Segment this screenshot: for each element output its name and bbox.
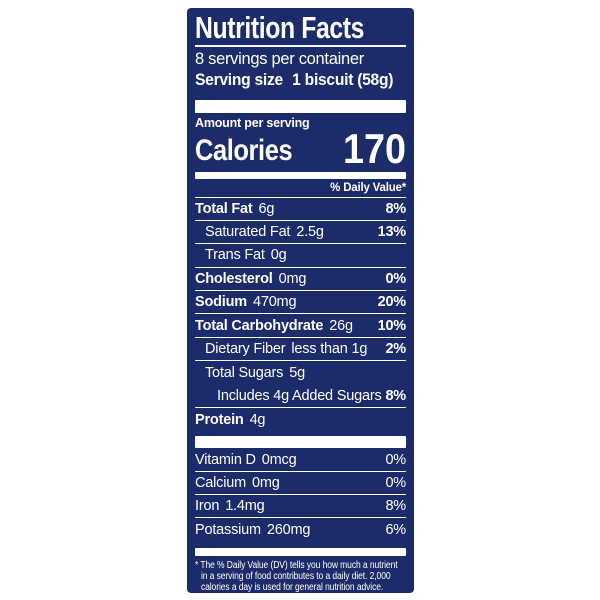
vitamin-amount: 1.4mg [225, 498, 265, 515]
nutrition-facts-panel: Nutrition Facts 8 servings per container… [187, 8, 414, 593]
nutrient-percent: 8% [385, 387, 406, 404]
vitamin-percent: 0% [385, 474, 406, 491]
vitamin-amount: 0mcg [261, 451, 297, 468]
nutrient-name: Cholesterol [195, 270, 273, 287]
nutrient-name: Protein [195, 411, 244, 428]
nutrient-row-total-carbohydrate: Total Carbohydrate 26g 10% [195, 314, 407, 338]
thick-divider-footnote [195, 547, 406, 556]
footnote-line: * The % Daily Value (DV) tells you how m… [195, 559, 398, 571]
nutrient-row-saturated-fat: Saturated Fat 2.5g 13% [195, 221, 407, 245]
footnote-line: calories a day is used for general nutri… [200, 582, 384, 594]
servings-per-container: 8 servings per container [195, 49, 364, 68]
nutrient-name: Total Carbohydrate [195, 317, 324, 334]
amount-per-serving-label: Amount per serving [195, 115, 310, 130]
daily-value-header: % Daily Value* [195, 179, 406, 198]
nutrient-amount: 26g [329, 317, 353, 334]
footnote: * The % Daily Value (DV) tells you how m… [195, 560, 407, 594]
nutrient-amount: 4g [249, 411, 266, 428]
nutrient-name: Trans Fat [205, 247, 265, 264]
nutrient-row-trans-fat: Trans Fat 0g [195, 244, 406, 268]
vitamin-row-potassium: Potassium 260mg 6% [195, 518, 406, 541]
nutrient-percent: 8% [385, 200, 406, 217]
nutrient-row-protein: Protein 4g [195, 408, 406, 431]
footnote-line: in a serving of food contributes to a da… [200, 571, 391, 582]
nutrient-name: Total Fat [195, 200, 253, 217]
nutrient-percent: 10% [377, 317, 407, 334]
nutrient-name: Saturated Fat [205, 224, 291, 241]
nutrient-name: Total Sugars [205, 364, 284, 381]
nutrient-percent: 0% [385, 270, 406, 287]
nutrition-facts-title: Nutrition Facts [195, 10, 364, 45]
nutrient-row-added-sugars: Includes 4g Added Sugars 8% [195, 385, 406, 409]
nutrient-name: Sodium [195, 294, 247, 311]
vitamin-percent: 8% [385, 498, 406, 515]
vitamin-name: Iron [195, 498, 220, 515]
nutrient-row-sodium: Sodium 470mg 20% [195, 291, 407, 315]
vitamin-row-iron: Iron 1.4mg 8% [195, 495, 406, 519]
vitamin-name: Vitamin D [195, 451, 256, 468]
vitamin-amount: 0mg [251, 474, 280, 491]
nutrient-row-dietary-fiber: Dietary Fiber less than 1g 2% [195, 338, 406, 362]
calories-label: Calories [195, 133, 293, 167]
nutrient-percent: 2% [385, 341, 406, 358]
serving-size-label: Serving size [195, 69, 283, 89]
calories-row: Calories 170 [195, 124, 406, 172]
nutrient-amount: less than 1g [291, 341, 368, 358]
nutrient-amount: 0mg [278, 270, 307, 287]
serving-size-value: 1 biscuit (58g) [292, 69, 394, 89]
nutrient-amount: 5g [289, 364, 305, 381]
nutrient-row-cholesterol: Cholesterol 0mg 0% [195, 268, 406, 292]
vitamin-row-calcium: Calcium 0mg 0% [195, 472, 406, 495]
thick-divider-top [195, 99, 406, 113]
nutrient-amount: 2.5g [296, 224, 324, 241]
serving-size-row: Serving size 1 biscuit (58g) [195, 70, 407, 89]
nutrient-percent: 20% [377, 294, 407, 311]
calories-value: 170 [342, 124, 406, 172]
thick-divider-calories [195, 171, 406, 179]
vitamin-name: Calcium [195, 474, 246, 491]
nutrient-name: Includes 4g Added Sugars [217, 387, 382, 404]
nutrient-row-total-sugars: Total Sugars 5g [195, 361, 406, 384]
nutrient-amount: 470mg [252, 294, 297, 311]
nutrient-amount: 6g [258, 200, 275, 217]
vitamin-amount: 260mg [266, 521, 311, 538]
nutrient-name: Dietary Fiber [205, 341, 286, 358]
title-divider [195, 45, 406, 47]
nutrient-row-total-fat: Total Fat 6g 8% [195, 198, 406, 221]
vitamin-name: Potassium [195, 521, 261, 538]
nutrient-percent: 13% [377, 224, 407, 241]
nutrient-amount: 0g [270, 247, 287, 264]
vitamin-row-vitamin-d: Vitamin D 0mcg 0% [195, 448, 406, 472]
vitamin-percent: 0% [385, 451, 406, 468]
thick-divider-protein [195, 436, 406, 449]
vitamin-percent: 6% [385, 521, 406, 538]
